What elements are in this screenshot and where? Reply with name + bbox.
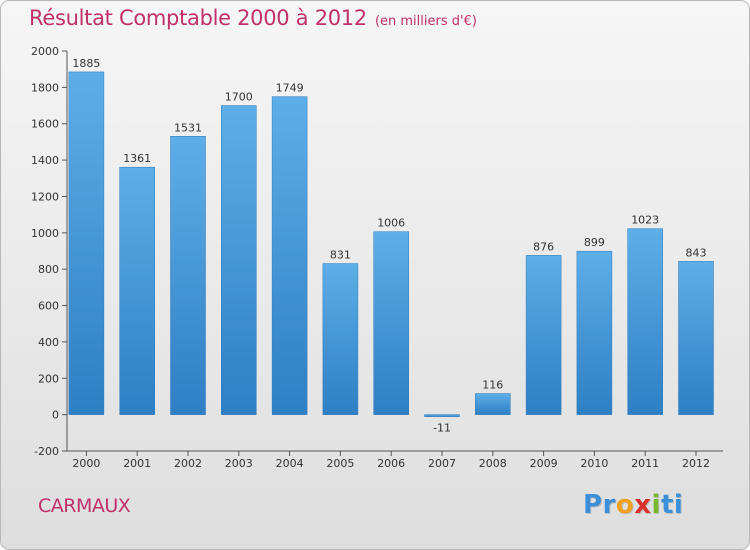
logo-letter: i <box>673 490 684 520</box>
town-name: CARMAUX <box>38 495 131 517</box>
bar-value-label: 1749 <box>276 82 304 95</box>
bar-value-label: 831 <box>330 249 351 262</box>
proxiti-logo: Proxiti <box>583 490 683 520</box>
bar-value-label: 843 <box>686 246 707 259</box>
x-tick-label: 2000 <box>72 457 100 470</box>
bar-value-label: 1531 <box>174 121 202 134</box>
bar-value-label: 116 <box>482 379 503 392</box>
bar-value-label: 899 <box>584 236 605 249</box>
bar <box>678 261 714 415</box>
bar-value-label: 1361 <box>123 152 151 165</box>
logo-letter: x <box>634 490 652 520</box>
bar-value-label: 1700 <box>225 91 253 104</box>
bar <box>170 136 206 415</box>
bar-value-label: 1023 <box>631 214 659 227</box>
bar <box>424 414 460 417</box>
bar <box>322 263 359 415</box>
y-tick-label: 400 <box>38 336 59 349</box>
bar-value-label: 876 <box>533 240 554 253</box>
x-tick-label: 2008 <box>479 457 507 470</box>
bar-value-label: 1885 <box>72 57 100 70</box>
y-tick-label: 1800 <box>31 81 59 94</box>
y-tick-label: 1000 <box>31 227 59 240</box>
bar-value-label: -11 <box>433 422 451 435</box>
x-tick-label: 2007 <box>428 457 456 470</box>
bar <box>627 228 663 415</box>
bar <box>373 231 409 415</box>
y-tick-label: 1200 <box>31 190 59 203</box>
logo-letter: P <box>583 490 603 520</box>
chart-subtitle: (en milliers d'€) <box>374 14 477 29</box>
y-tick-label: 600 <box>38 300 59 313</box>
bar-value-label: 1006 <box>377 217 405 230</box>
y-tick-label: 1600 <box>31 118 59 131</box>
chart-title: Résultat Comptable 2000 à 2012 <box>29 6 367 30</box>
y-tick-label: 200 <box>38 372 59 385</box>
x-tick-label: 2004 <box>276 457 304 470</box>
bar <box>119 166 155 415</box>
bar <box>475 393 511 415</box>
y-tick-label: 800 <box>38 263 59 276</box>
logo-letter: i <box>651 490 661 520</box>
y-tick-label: -200 <box>34 445 59 458</box>
y-tick-label: 0 <box>52 409 59 422</box>
x-tick-label: 2003 <box>225 457 253 470</box>
x-tick-label: 2001 <box>123 457 151 470</box>
x-tick-label: 2011 <box>631 457 659 470</box>
bar <box>221 105 257 415</box>
logo-letter: t <box>660 490 674 520</box>
y-tick-label: 1400 <box>31 154 59 167</box>
x-tick-label: 2009 <box>530 457 558 470</box>
y-tick-label: 2000 <box>31 45 59 58</box>
x-tick-label: 2005 <box>326 457 354 470</box>
x-tick-label: 2010 <box>580 457 608 470</box>
chart-title-row: Résultat Comptable 2000 à 2012 (en millie… <box>29 6 477 30</box>
logo-letter: o <box>615 490 635 520</box>
x-tick-label: 2002 <box>174 457 202 470</box>
logo-letter: r <box>602 490 616 520</box>
x-tick-label: 2012 <box>682 457 710 470</box>
x-tick-label: 2006 <box>377 457 405 470</box>
bar <box>271 96 308 415</box>
bar <box>68 71 105 415</box>
bar <box>525 255 562 415</box>
bar <box>576 250 613 415</box>
